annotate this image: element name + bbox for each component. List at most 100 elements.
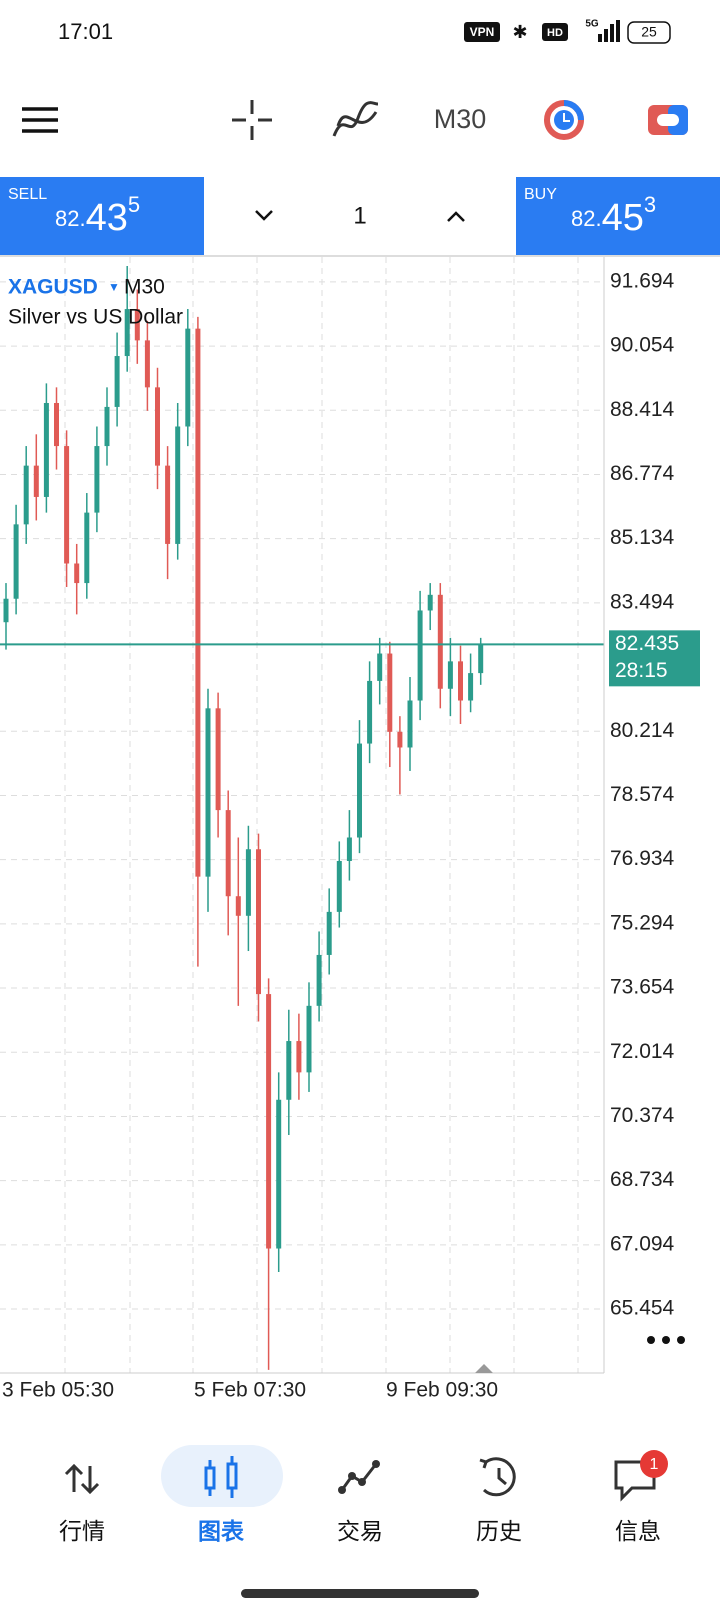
y-tick-label: 83.494: [610, 590, 675, 613]
trade-icon[interactable]: [340, 1463, 378, 1491]
chart-description: Silver vs US Dollar: [8, 306, 183, 329]
candle-body: [144, 340, 150, 388]
candle-body: [84, 512, 90, 584]
sell-price-prefix: 82.: [55, 206, 86, 231]
candle-body: [104, 406, 110, 447]
candle-body: [124, 309, 130, 357]
countdown-label: 28:15: [615, 659, 668, 682]
buy-price-prefix: 82.: [571, 206, 602, 231]
y-tick-label: 70.374: [610, 1104, 675, 1127]
buy-button[interactable]: [516, 177, 720, 255]
y-tick-label: 88.414: [610, 398, 675, 421]
signal-icon: [598, 20, 620, 42]
volume-up[interactable]: [447, 211, 465, 222]
volume-down[interactable]: [255, 210, 273, 221]
candle-body: [235, 896, 241, 916]
chart: 91.694 90.054 88.414 86.774 85.134 83.494 80.2…: [0, 257, 700, 1402]
sell-price-small: 5: [128, 192, 140, 217]
buy-price-big: 45: [602, 197, 644, 239]
candle-body: [175, 426, 181, 544]
y-tick-label: 86.774: [610, 462, 675, 485]
symbol-dropdown[interactable]: ▼: [108, 280, 120, 294]
candle-body: [33, 465, 39, 497]
badge-count: 1: [650, 1456, 659, 1473]
y-tick-label: 72.014: [610, 1040, 675, 1063]
clock-button[interactable]: [544, 100, 584, 140]
candle-body: [225, 810, 231, 897]
candle-body: [286, 1041, 292, 1100]
candle-body: [43, 403, 49, 497]
candle-body: [245, 849, 251, 916]
candle-body: [276, 1099, 282, 1249]
y-tick-label: 80.214: [610, 719, 675, 742]
candle-body: [74, 563, 80, 584]
y-tick-label: 76.934: [610, 847, 675, 870]
candle-body: [407, 700, 413, 748]
y-tick-label: 75.294: [610, 911, 675, 934]
battery-level: 25: [641, 24, 657, 40]
history-icon[interactable]: [479, 1457, 516, 1497]
nav-label[interactable]: 行情: [59, 1518, 105, 1544]
trade-toggle-button[interactable]: [648, 105, 688, 135]
badge: [640, 1450, 668, 1478]
vpn-icon: VPN: [470, 25, 495, 39]
indicators-button[interactable]: [332, 101, 379, 137]
crosshair-button[interactable]: [232, 100, 272, 140]
nav: 行情 图表 交易 历史 信息: [59, 1518, 661, 1544]
home-indicator: [241, 1589, 479, 1598]
x-tick-label: 5 Feb 07:30: [194, 1379, 306, 1402]
candle-body: [155, 387, 160, 466]
sell-label: SELL: [8, 186, 47, 203]
scroll-marker: [475, 1364, 493, 1373]
hd-icon: HD: [547, 27, 563, 39]
candle-body: [64, 446, 70, 564]
hd-box: [542, 23, 568, 41]
chart-icon[interactable]: [204, 1456, 238, 1498]
price-label: 82.435: [615, 632, 679, 655]
y-tick-label: 85.134: [610, 526, 675, 549]
candle-body: [387, 653, 393, 732]
candle-body: [306, 1005, 312, 1073]
more-button[interactable]: [647, 1336, 685, 1344]
volume[interactable]: 1: [353, 202, 366, 229]
candle-body: [296, 1041, 302, 1073]
candle-body: [3, 598, 9, 623]
buy-price: 82.453: [571, 192, 656, 239]
nav-label[interactable]: 图表: [198, 1518, 245, 1544]
y-tick-label: 67.094: [610, 1232, 675, 1255]
nav-label[interactable]: 交易: [337, 1518, 383, 1544]
candle-body: [215, 708, 221, 811]
trade-icon-dots: [338, 1460, 380, 1494]
chart-symbol[interactable]: XAGUSD: [8, 276, 98, 299]
candle-body: [468, 673, 474, 701]
vpn-box: [464, 22, 500, 42]
candle-body: [114, 356, 120, 407]
network-icon: 5G: [585, 19, 599, 30]
quotes-icon[interactable]: [64, 1463, 100, 1495]
timeframe-button[interactable]: M30: [434, 104, 487, 134]
candle-body: [326, 911, 332, 955]
sell-price-big: 43: [86, 197, 128, 239]
y-tick-label: 65.454: [610, 1297, 675, 1320]
candle-body: [23, 465, 29, 525]
candle-body: [346, 837, 352, 861]
battery-box: [627, 21, 671, 44]
y-tick-label: 91.694: [610, 269, 675, 292]
candle-body: [397, 731, 403, 748]
candle-body: [256, 849, 261, 995]
candle-body: [165, 465, 171, 544]
y-tick-label: 78.574: [610, 783, 675, 806]
menu-button[interactable]: [22, 107, 58, 133]
candle-body: [205, 708, 211, 877]
nav-label[interactable]: 历史: [476, 1518, 522, 1544]
candle-body: [266, 994, 272, 1249]
candle-body: [13, 524, 19, 599]
x-tick-label: 9 Feb 09:30: [386, 1379, 498, 1402]
sell-button[interactable]: [0, 177, 204, 255]
candle-body: [195, 328, 201, 877]
x-tick-label: 3 Feb 05:30: [2, 1379, 114, 1402]
candle-body: [427, 594, 433, 611]
volume-panel: [204, 177, 516, 255]
nav-label[interactable]: 信息: [615, 1518, 661, 1544]
candle-body: [458, 661, 463, 701]
